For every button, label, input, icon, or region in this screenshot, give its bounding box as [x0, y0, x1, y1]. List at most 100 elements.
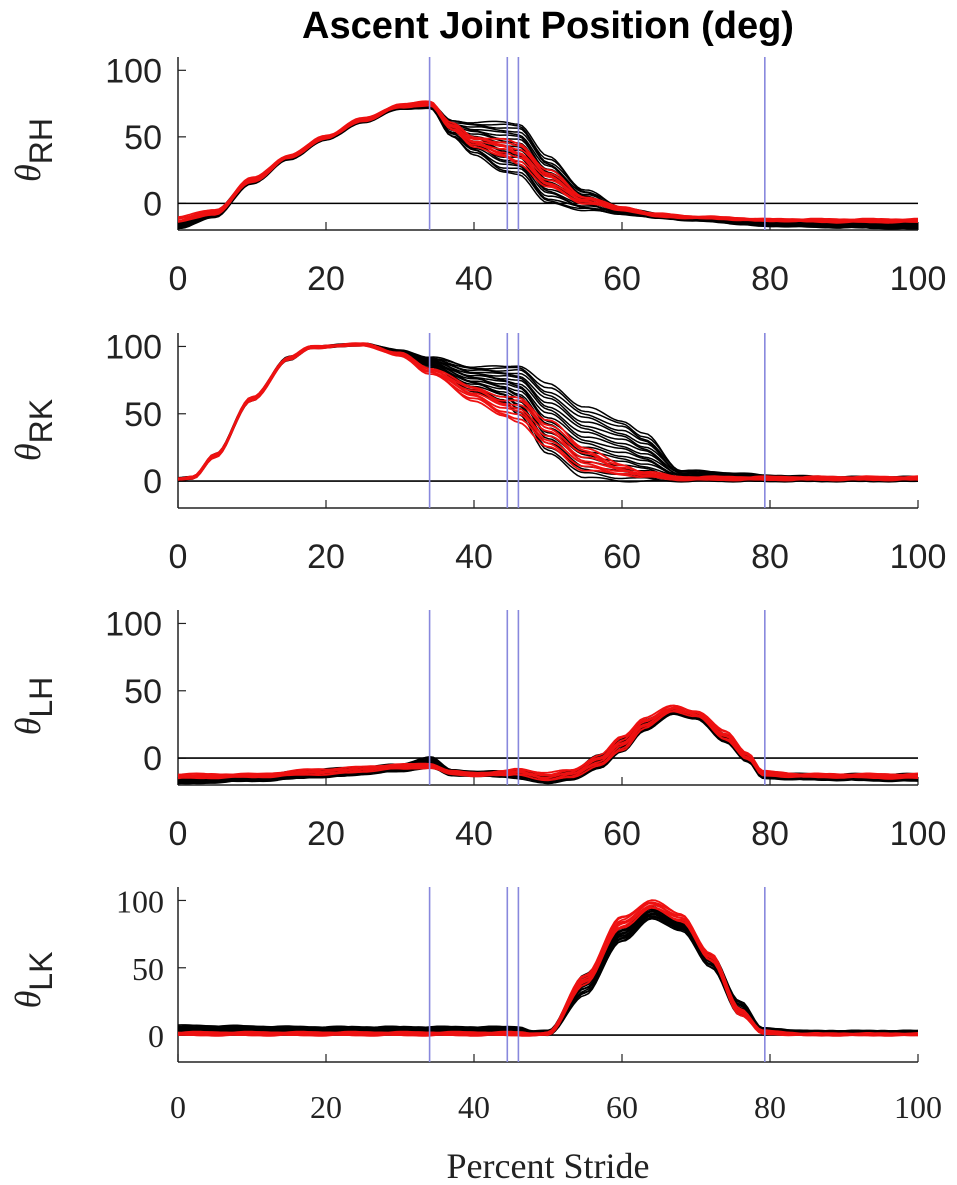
red-traces-line: [178, 343, 918, 481]
y-tick-label: 0: [143, 740, 162, 778]
x-tick-label: 100: [890, 260, 947, 298]
red-traces-line: [178, 906, 918, 1037]
black-traces-line: [178, 342, 918, 481]
black-traces-line: [178, 342, 918, 480]
x-tick-label: 40: [455, 538, 493, 576]
black-traces-line: [178, 913, 918, 1036]
joint-subscript: LK: [23, 952, 59, 991]
x-tick-label: 80: [751, 815, 789, 853]
black-traces-line: [178, 106, 918, 229]
red-traces-line: [178, 706, 918, 777]
black-traces-line: [178, 343, 918, 480]
red-traces-line: [178, 342, 918, 480]
x-tick-label: 60: [603, 538, 641, 576]
black-traces-line: [178, 710, 918, 781]
y-tick-label: 0: [143, 185, 162, 223]
red-traces-line: [178, 709, 918, 781]
red-traces-line: [178, 343, 918, 480]
subplot-rk: 0 50 100 0 20 40 60 80 100 θRK: [8, 328, 946, 576]
red-traces-line: [178, 899, 918, 1036]
black-traces-line: [178, 707, 918, 780]
y-tick-label: 0: [148, 1018, 164, 1054]
x-tick-label: 20: [307, 538, 345, 576]
red-traces-line: [178, 704, 918, 777]
subplot-rh: 0 50 100 0 20 40 60 80 100 θRH: [8, 52, 946, 298]
red-traces-line: [178, 342, 918, 481]
x-tick-label: 80: [751, 538, 789, 576]
black-traces-line: [178, 105, 918, 229]
x-tick-label: 20: [307, 815, 345, 853]
red-traces-line: [178, 901, 918, 1036]
y-tick-label: 100: [105, 605, 162, 643]
black-traces-line: [178, 708, 918, 781]
black-traces-line: [178, 912, 918, 1035]
black-traces-line: [178, 913, 918, 1035]
black-traces-line: [178, 343, 918, 480]
x-tick-label: 0: [169, 538, 188, 576]
y-tick-label: 50: [132, 951, 164, 987]
y-axis-label: θRH: [8, 118, 59, 182]
black-traces-line: [178, 910, 918, 1035]
y-tick-label: 100: [105, 52, 162, 90]
red-traces-line: [178, 707, 918, 778]
trace-group: [178, 899, 918, 1037]
black-traces-line: [178, 106, 918, 229]
black-traces-line: [178, 908, 918, 1034]
x-axis-label: Percent Stride: [447, 1146, 650, 1185]
x-tick-label: 40: [458, 1089, 490, 1125]
red-traces-line: [178, 902, 918, 1036]
black-traces-line: [178, 915, 918, 1036]
chart-title: Ascent Joint Position (deg): [302, 5, 794, 47]
x-tick-label: 80: [751, 260, 789, 298]
trace-group: [178, 342, 918, 483]
subplot-lh: 0 50 100 0 20 40 60 80 100 θLH: [8, 605, 946, 853]
x-tick-label: 0: [169, 260, 188, 298]
y-tick-label: 0: [143, 463, 162, 501]
y-tick-label: 50: [124, 673, 162, 711]
x-tick-label: 100: [894, 1089, 942, 1125]
black-traces-line: [178, 708, 918, 778]
black-traces-line: [178, 917, 918, 1036]
y-tick-label: 50: [124, 119, 162, 157]
red-traces-line: [178, 707, 918, 781]
black-traces-line: [178, 343, 918, 481]
black-traces-line: [178, 906, 918, 1033]
red-traces-line: [178, 100, 918, 221]
x-tick-label: 100: [890, 538, 947, 576]
black-traces-line: [178, 709, 918, 782]
trace-group: [178, 704, 918, 785]
black-traces-line: [178, 916, 918, 1036]
x-tick-label: 60: [603, 815, 641, 853]
theta-symbol: θ: [8, 718, 48, 736]
black-traces-line: [178, 709, 918, 780]
red-traces-line: [178, 904, 918, 1037]
black-traces-line: [178, 708, 918, 780]
x-tick-label: 40: [455, 260, 493, 298]
x-tick-label: 20: [310, 1089, 342, 1125]
y-tick-label: 100: [116, 883, 164, 919]
black-traces-line: [178, 707, 918, 779]
joint-subscript: RH: [23, 118, 59, 164]
x-tick-label: 40: [455, 815, 493, 853]
red-traces-line: [178, 902, 918, 1036]
black-traces-line: [178, 910, 918, 1034]
x-tick-label: 100: [890, 815, 947, 853]
x-tick-label: 60: [603, 260, 641, 298]
y-tick-label: 100: [105, 328, 162, 366]
black-traces-line: [178, 918, 918, 1037]
black-traces-line: [178, 342, 918, 481]
black-traces-line: [178, 344, 918, 481]
black-traces-line: [178, 915, 918, 1036]
theta-symbol: θ: [8, 991, 48, 1009]
black-traces-line: [178, 106, 918, 230]
x-tick-label: 0: [169, 815, 188, 853]
y-tick-label: 50: [124, 396, 162, 434]
y-axis-label: θLK: [8, 952, 59, 1009]
black-traces-line: [178, 103, 918, 227]
red-traces-line: [178, 704, 918, 776]
black-traces-line: [178, 908, 918, 1034]
red-traces-line: [178, 710, 918, 782]
black-traces-line: [178, 342, 918, 480]
black-traces-line: [178, 917, 918, 1037]
red-traces-line: [178, 342, 918, 480]
